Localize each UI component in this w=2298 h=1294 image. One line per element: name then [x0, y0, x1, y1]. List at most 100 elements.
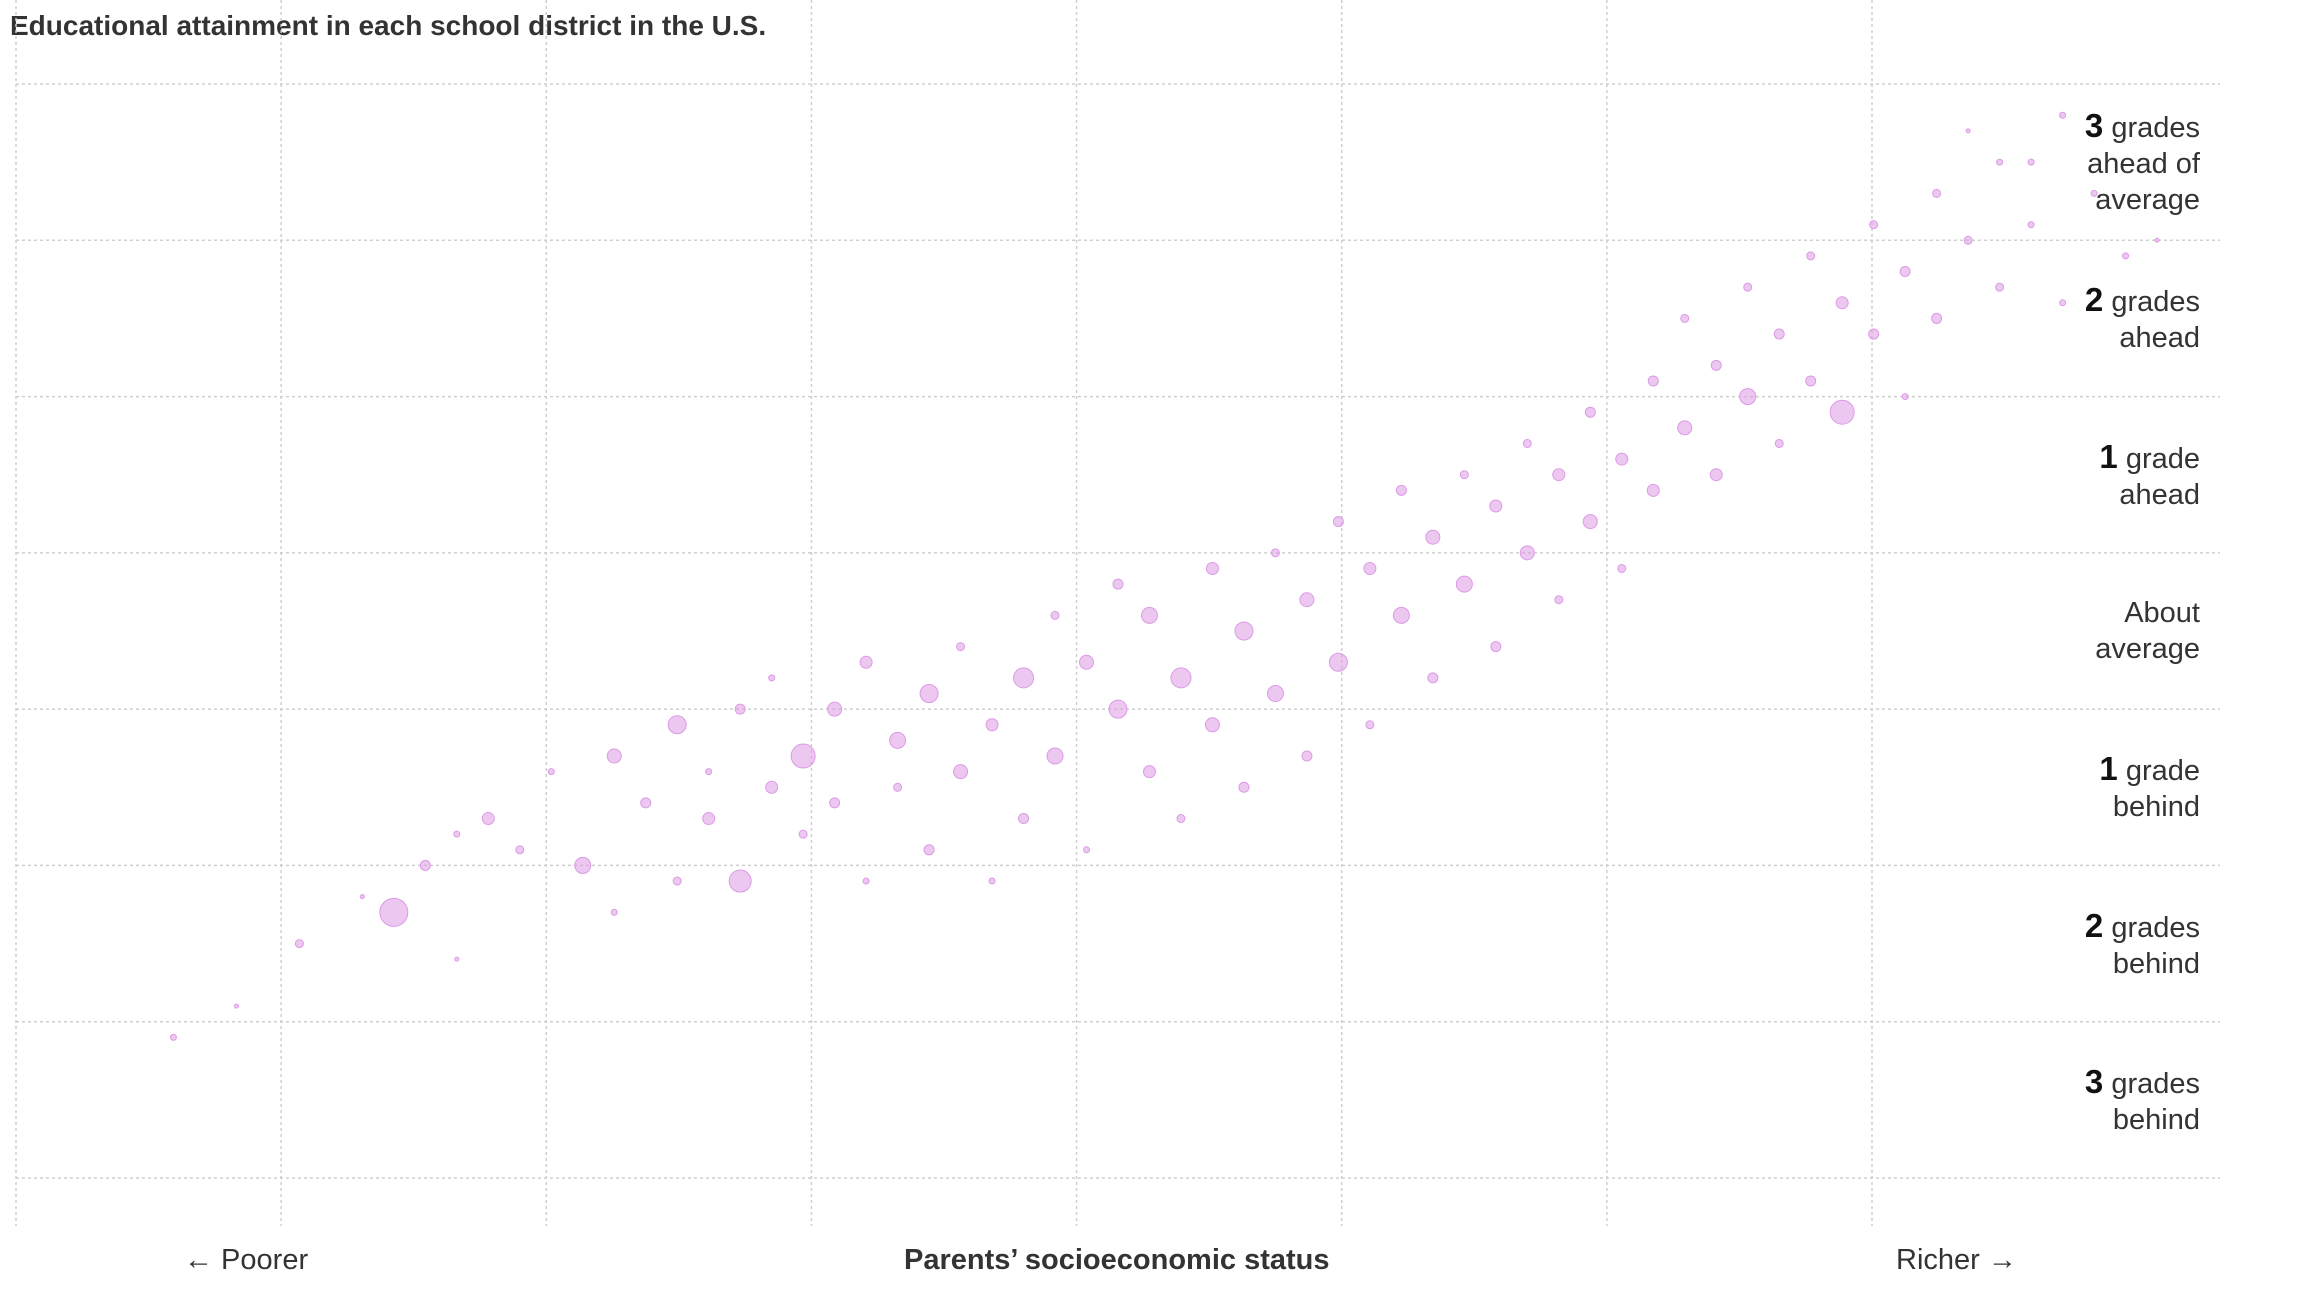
data-point: [419, 859, 431, 871]
data-point: [1489, 499, 1503, 513]
data-point: [1425, 529, 1441, 545]
data-point: [1773, 328, 1785, 340]
y-tick-text: average: [2095, 184, 2200, 217]
data-point: [1142, 765, 1156, 779]
data-point: [1046, 747, 1064, 765]
data-point: [1647, 375, 1659, 387]
data-point: [1774, 438, 1784, 448]
data-point: [667, 715, 687, 735]
y-tick-number: 2: [2084, 906, 2104, 944]
data-point: [1899, 266, 1911, 278]
data-point: [1392, 606, 1410, 624]
y-tick-label: 2 grades behind: [1940, 906, 2200, 982]
chart-title: Educational attainment in each school di…: [10, 10, 767, 41]
data-point: [1615, 452, 1629, 466]
data-point: [1995, 282, 2005, 292]
y-tick-number: 3: [2084, 1062, 2104, 1100]
data-point: [1490, 641, 1502, 653]
data-point: [1584, 406, 1596, 418]
y-tick-label: 1 grade behind: [1940, 751, 2200, 825]
data-point: [1996, 158, 2004, 166]
data-point: [1552, 468, 1566, 482]
data-point: [1931, 312, 1943, 324]
data-point: [1677, 420, 1693, 436]
data-point: [2122, 252, 2130, 260]
data-point: [734, 703, 746, 715]
x-right-label: Richer →: [1896, 1244, 2017, 1276]
data-point: [1680, 313, 1690, 323]
data-point: [859, 655, 873, 669]
data-point: [1835, 296, 1849, 310]
data-point: [1266, 685, 1284, 703]
data-point: [765, 780, 779, 794]
data-points: [169, 111, 2160, 1041]
y-tick-text: behind: [2112, 791, 2200, 824]
data-point: [1050, 610, 1060, 620]
data-point: [1365, 720, 1375, 730]
y-tick-text: grades: [2111, 1067, 2200, 1100]
data-point: [728, 869, 752, 893]
y-tick-label: 3 grades ahead of average: [1940, 108, 2200, 218]
y-tick-text: grades: [2111, 112, 2200, 145]
data-point: [768, 674, 776, 682]
data-point: [1083, 846, 1091, 854]
y-tick-number: 2: [2084, 281, 2104, 319]
data-point: [1805, 375, 1817, 387]
y-tick-label: About average: [1940, 595, 2200, 667]
data-point: [1459, 470, 1469, 480]
data-point: [889, 731, 907, 749]
data-point: [1519, 545, 1535, 561]
data-point: [515, 845, 525, 855]
data-point: [547, 768, 555, 776]
data-point: [359, 894, 365, 900]
y-tick-text: grades: [2111, 286, 2200, 319]
data-point: [1743, 282, 1753, 292]
data-point: [1554, 595, 1564, 605]
y-tick-label: 1 grade ahead: [1940, 437, 2200, 513]
y-tick-text: About: [2124, 597, 2200, 629]
data-point: [1238, 781, 1250, 793]
data-point: [454, 956, 460, 962]
data-point: [1112, 578, 1124, 590]
y-tick-number: 1: [2099, 750, 2118, 788]
data-point: [1869, 220, 1879, 230]
y-tick-text: ahead: [2119, 322, 2200, 355]
data-point: [1205, 561, 1219, 575]
data-point: [1013, 667, 1035, 689]
data-point: [1455, 575, 1473, 593]
data-point: [2059, 111, 2067, 119]
data-point: [2090, 189, 2098, 197]
data-point: [2027, 221, 2035, 229]
data-point: [923, 844, 935, 856]
data-point: [1170, 667, 1192, 689]
y-tick-number: 3: [2084, 107, 2104, 145]
data-point: [705, 768, 713, 776]
x-axis-title: Parents’ socioeconomic status: [904, 1244, 1330, 1276]
y-tick-text: behind: [2112, 947, 2200, 980]
data-point: [862, 877, 870, 885]
y-tick-number: 1: [2099, 437, 2118, 475]
data-point: [1582, 514, 1598, 530]
data-point: [453, 830, 461, 838]
y-tick-text: average: [2095, 633, 2200, 665]
data-point: [1328, 652, 1348, 672]
data-point: [1140, 606, 1158, 624]
data-point: [1522, 438, 1532, 448]
y-tick-text: grade: [2125, 755, 2200, 788]
data-point: [827, 701, 843, 717]
grid-lines: [15, 0, 2220, 1226]
data-point: [1829, 399, 1855, 425]
y-tick-text: grade: [2125, 442, 2200, 475]
y-tick-text: ahead of: [2087, 148, 2200, 181]
data-point: [1204, 717, 1220, 733]
data-point: [919, 684, 939, 704]
data-point: [1963, 235, 1973, 245]
data-point: [1710, 359, 1722, 371]
data-point: [574, 856, 592, 874]
data-point: [1932, 188, 1942, 198]
data-point: [1617, 563, 1627, 573]
data-point: [1299, 592, 1315, 608]
data-point: [1018, 813, 1030, 825]
data-point: [606, 748, 622, 764]
